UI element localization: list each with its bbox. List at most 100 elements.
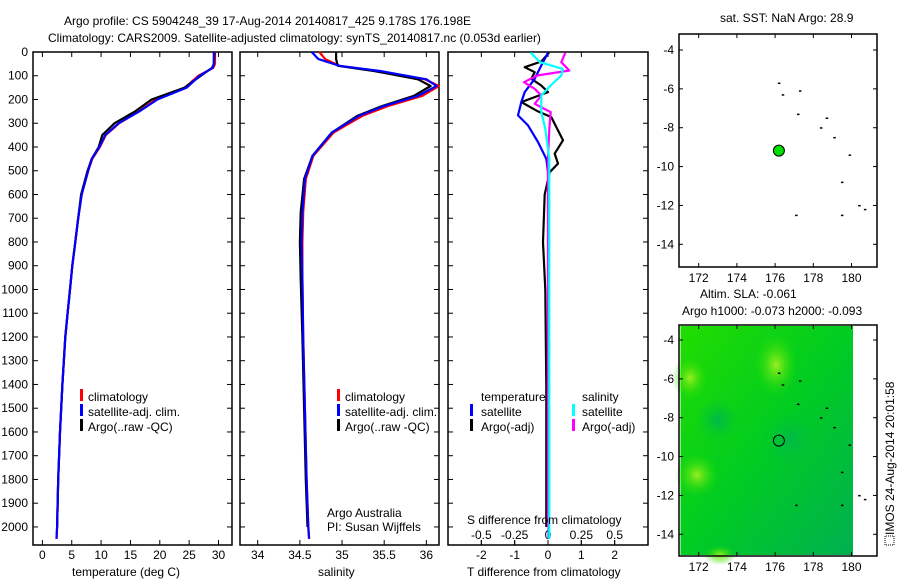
- x-tick-label: -1: [509, 548, 520, 562]
- island-mark: [795, 214, 798, 217]
- depth-tick-label: 200: [8, 92, 28, 106]
- depth-tick-label: 400: [8, 140, 28, 154]
- difference-legend: temperature satellite Argo(-adj) salinit…: [470, 390, 635, 434]
- depth-tick-label: 1700: [1, 449, 28, 463]
- island-mark: [825, 407, 829, 410]
- x-tick-label: 15: [124, 548, 138, 562]
- island-mark: [795, 504, 798, 507]
- s-difference-xlabel: S difference from climatology: [467, 513, 622, 527]
- t-difference-xlabel: T difference from climatology: [467, 565, 621, 579]
- lon-tick-label: 180: [841, 271, 861, 285]
- argo-position-marker: [772, 434, 785, 447]
- lat-tick-label: -4: [663, 333, 674, 347]
- depth-axis-labels: 0 100 200 300 400 500 600 700 800 900 1000 1100 1200…: [1, 45, 28, 534]
- lat-tick-label: -6: [663, 372, 674, 386]
- island-mark: [819, 127, 823, 129]
- sla-low-blob: [760, 410, 820, 470]
- island-mark: [819, 417, 823, 419]
- x2-tick-label: 0.25: [570, 528, 594, 542]
- legend-swatch-satellite: [337, 404, 340, 416]
- lat-tick-label: -14: [657, 237, 675, 251]
- legend-swatch-s-satellite: [572, 404, 575, 416]
- lat-tick-label: -4: [663, 43, 674, 57]
- legend-label: climatology: [345, 390, 405, 404]
- legend-label: satellite-adj. clim.: [88, 405, 180, 419]
- legend-swatch-t-argo: [470, 419, 473, 431]
- x-tick-label: 0: [545, 548, 552, 562]
- salinity-plot-frame: [239, 51, 440, 546]
- differences-t-argo-adj-line: [520, 51, 565, 527]
- x-tick-label: 10: [94, 548, 108, 562]
- depth-tick-label: 800: [8, 235, 28, 249]
- lon-tick-label: 172: [689, 271, 709, 285]
- lat-tick-label: -12: [657, 488, 675, 502]
- lon-tick-label: 174: [727, 560, 747, 574]
- lat-tick-label: -12: [657, 198, 675, 212]
- depth-tick-label: 1500: [1, 401, 28, 415]
- island-mark: [863, 498, 867, 501]
- lat-tick-label: -14: [657, 527, 675, 541]
- differences-s-satellite-line: [529, 51, 564, 539]
- temperature-xlabel: temperature (deg C): [72, 565, 180, 579]
- island-mark: [777, 82, 781, 85]
- legend-label: satellite-adj. clim.: [345, 405, 437, 419]
- depth-tick-label: 300: [8, 116, 28, 130]
- imos-timestamp: IMOS 24-Aug-2014 20:01:58: [883, 381, 897, 535]
- x-tick-label: 20: [153, 548, 167, 562]
- lat-tick-label: -8: [663, 411, 674, 425]
- depth-tick-label: 1400: [1, 377, 28, 391]
- island-mark: [840, 471, 844, 474]
- salinity-satellite-adj-clim-line: [300, 51, 438, 539]
- sla-high-blob: [675, 453, 719, 497]
- lon-tick-label: 180: [841, 560, 861, 574]
- depth-tick-label: 900: [8, 259, 28, 273]
- lat-tick-label: -10: [657, 160, 675, 174]
- x-tick-label: -2: [476, 548, 487, 562]
- island-mark: [798, 380, 802, 382]
- sst-map-frame: [678, 33, 878, 268]
- depth-tick-label: 1300: [1, 354, 28, 368]
- temperature-plot-frame: [32, 51, 233, 546]
- depth-tick-label: 1200: [1, 330, 28, 344]
- temperature-satellite-adj-clim-line: [55, 52, 215, 539]
- legend-swatch-argo: [337, 419, 340, 431]
- sla-low-blob: [696, 398, 740, 442]
- argo-position-marker: [772, 144, 785, 157]
- depth-tick-label: 1100: [2, 306, 28, 320]
- x2-tick-label: -0.25: [501, 528, 529, 542]
- sst-map-title: sat. SST: NaN Argo: 28.9: [720, 11, 854, 25]
- legend-swatch-satellite: [80, 404, 83, 416]
- depth-tick-label: 1600: [1, 425, 28, 439]
- lat-tick-label: -6: [663, 82, 674, 96]
- island-mark: [848, 154, 852, 156]
- island-mark: [863, 208, 867, 211]
- lon-tick-label: 178: [803, 560, 823, 574]
- depth-tick-label: 100: [8, 69, 28, 83]
- x-tick-label: 25: [182, 548, 196, 562]
- island-mark: [798, 90, 802, 92]
- annotation-pi: PI: Susan Wijffels: [327, 520, 421, 534]
- island-mark: [825, 117, 829, 120]
- lon-tick-label: 178: [803, 271, 823, 285]
- temperature-legend: climatology satellite-adj. clim. Argo(..…: [80, 389, 180, 434]
- x-tick-label: 0: [39, 548, 46, 562]
- legend-swatch-t-satellite: [470, 404, 473, 416]
- island-mark: [797, 403, 800, 406]
- title-line-2: Climatology: CARS2009. Satellite-adjuste…: [48, 31, 541, 45]
- x-tick-label: 35: [335, 548, 349, 562]
- x-tick-label: 34.5: [288, 548, 312, 562]
- salinity-panel: 34 34.5 35 35.5 36 salinity climatology sate…: [239, 51, 441, 579]
- depth-tick-label: 1000: [1, 282, 28, 296]
- sst-map: sat. SST: NaN Argo: 28.9 172 174 176 178 180…: [657, 11, 878, 285]
- lat-tick-label: -10: [657, 450, 675, 464]
- sla-field: [672, 326, 853, 565]
- legend-swatch-argo: [80, 419, 83, 431]
- island-mark: [840, 181, 844, 184]
- legend-label: Argo(..raw -QC): [345, 420, 430, 434]
- island-mark: [858, 494, 861, 497]
- salinity-xlabel: salinity: [318, 565, 355, 579]
- x2-tick-label: -0.5: [471, 528, 492, 542]
- depth-tick-label: 600: [8, 187, 28, 201]
- island-mark: [840, 504, 844, 507]
- legend-label: Argo(-adj): [582, 420, 635, 434]
